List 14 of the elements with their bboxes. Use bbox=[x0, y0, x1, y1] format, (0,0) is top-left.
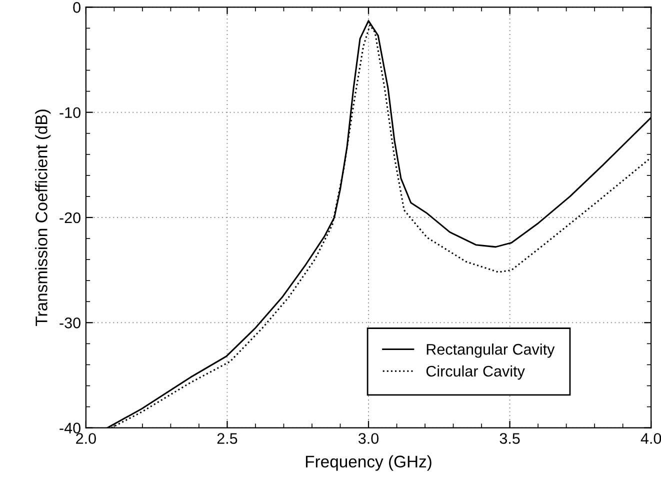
x-tick-label: 3.0 bbox=[358, 433, 379, 444]
x-axis-title: Frequency (GHz) bbox=[306, 455, 432, 471]
y-axis-title: Transmission Coefficient (dB) bbox=[35, 110, 51, 326]
x-tick-label: 3.5 bbox=[500, 433, 520, 444]
x-tick-label: 2.5 bbox=[217, 433, 238, 444]
y-tick-label: -20 bbox=[60, 212, 80, 224]
y-tick-label: 0 bbox=[73, 2, 80, 13]
legend-label: Rectangular Cavity bbox=[426, 344, 555, 358]
x-tick-label: 4.0 bbox=[640, 433, 661, 444]
y-tick-label: -40 bbox=[60, 422, 80, 434]
y-tick-label: -10 bbox=[60, 107, 80, 118]
y-tick-label: -30 bbox=[60, 318, 80, 328]
x-tick-label: 2.0 bbox=[76, 433, 96, 444]
legend-label: Circular Cavity bbox=[426, 365, 525, 380]
